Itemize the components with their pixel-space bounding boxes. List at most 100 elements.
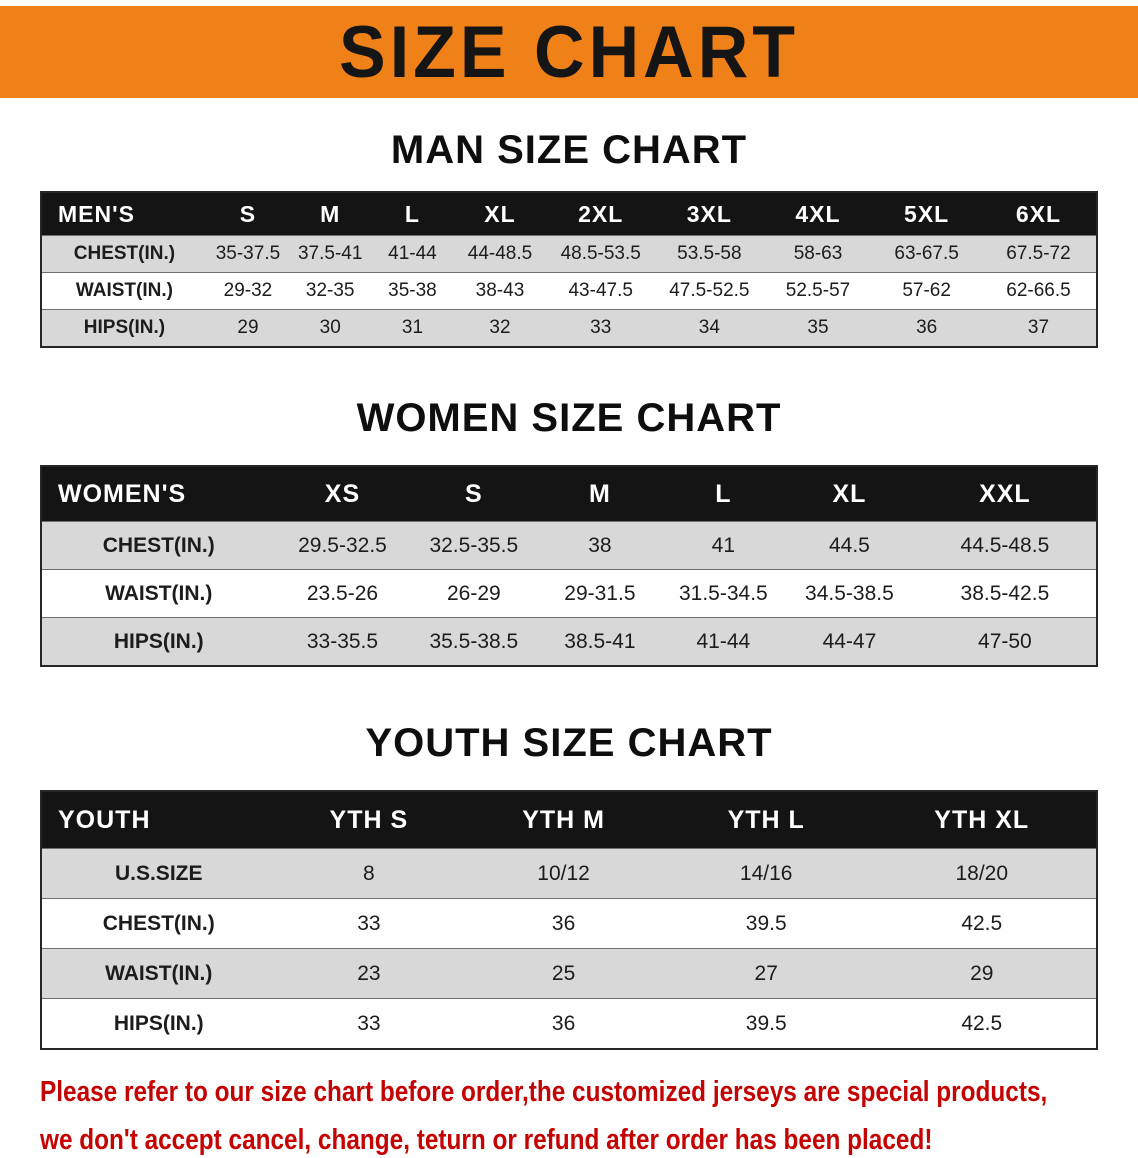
measurement-value: 33 <box>275 998 463 1049</box>
measurement-value: 38 <box>538 521 662 570</box>
measurement-value: 47.5-52.5 <box>655 272 764 310</box>
size-header-cell: M <box>538 466 662 522</box>
size-header-cell: 2XL <box>546 192 656 236</box>
measurement-value: 48.5-53.5 <box>546 235 656 273</box>
size-header-cell: S <box>206 192 290 236</box>
measurement-label: HIPS(IN.) <box>41 998 276 1049</box>
measurement-value: 67.5-72 <box>980 235 1097 273</box>
measurement-row: CHEST(IN.) 29.5-32.5 32.5-35.5 38 41 44.5 44.5… <box>41 521 1097 570</box>
measurement-value: 42.5 <box>867 898 1097 949</box>
women-size-heading: WOMEN SIZE CHART <box>356 396 782 440</box>
size-header-cell: 4XL <box>763 192 873 236</box>
measurement-value: 43-47.5 <box>546 272 656 310</box>
size-header-cell: 3XL <box>655 192 764 236</box>
measurement-value: 23.5-26 <box>275 569 410 618</box>
measurement-value: 18/20 <box>867 848 1097 899</box>
measurement-value: 35-38 <box>371 272 454 310</box>
measurement-value: 38.5-42.5 <box>913 569 1097 618</box>
youth-size-section: YOUTH SIZE CHART YOUTH YTH S YTH M YTH L YTH… <box>0 721 1138 1050</box>
measurement-value: 52.5-57 <box>763 272 873 310</box>
measurement-label: HIPS(IN.) <box>41 309 207 347</box>
measurement-value: 44-47 <box>785 617 914 666</box>
women-size-table: WOMEN'S XS S M L XL XXL CHEST(IN.) 29.5-32.5 32.5… <box>40 465 1098 667</box>
table-title-cell: WOMEN'S <box>41 466 276 522</box>
measurement-value: 35.5-38.5 <box>409 617 539 666</box>
notice-line-2: we don't accept cancel, change, teturn o… <box>40 1124 933 1157</box>
measurement-value: 53.5-58 <box>655 235 764 273</box>
banner: SIZE CHART <box>0 6 1138 98</box>
table-title-cell: MEN'S <box>41 192 207 236</box>
measurement-value: 41-44 <box>661 617 786 666</box>
measurement-value: 29-32 <box>206 272 290 310</box>
measurement-value: 41 <box>661 521 786 570</box>
measurement-row: CHEST(IN.) 33 36 39.5 42.5 <box>41 898 1097 949</box>
measurement-label: WAIST(IN.) <box>41 948 276 999</box>
measurement-value: 57-62 <box>872 272 981 310</box>
size-header-cell: YTH M <box>462 791 665 849</box>
measurement-row: HIPS(IN.) 33-35.5 35.5-38.5 38.5-41 41-44 44-… <box>41 617 1097 666</box>
size-header-cell: YTH S <box>275 791 463 849</box>
measurement-value: 36 <box>872 309 981 347</box>
man-size-heading: MAN SIZE CHART <box>390 128 748 172</box>
measurement-value: 29-31.5 <box>538 569 662 618</box>
measurement-value: 34.5-38.5 <box>785 569 914 618</box>
measurement-value: 38-43 <box>453 272 547 310</box>
size-header-cell: XL <box>453 192 547 236</box>
size-header-cell: L <box>371 192 454 236</box>
measurement-value: 33 <box>546 309 656 347</box>
measurement-value: 23 <box>275 948 463 999</box>
measurement-row: WAIST(IN.) 23.5-26 26-29 29-31.5 31.5-34.5 34… <box>41 569 1097 618</box>
measurement-value: 33-35.5 <box>275 617 410 666</box>
measurement-row: WAIST(IN.) 23 25 27 29 <box>41 948 1097 999</box>
measurement-value: 36 <box>462 898 665 949</box>
measurement-value: 35 <box>763 309 873 347</box>
table-title-cell: YOUTH <box>41 791 276 849</box>
measurement-row: HIPS(IN.) 33 36 39.5 42.5 <box>41 998 1097 1049</box>
measurement-value: 36 <box>462 998 665 1049</box>
size-header-cell: YTH L <box>664 791 868 849</box>
measurement-value: 39.5 <box>664 898 868 949</box>
size-table-header-row: YOUTH YTH S YTH M YTH L YTH XL <box>41 791 1097 849</box>
size-chart-page: SIZE CHART MAN SIZE CHART MEN'S S M L XL 2XL 3… <box>0 6 1138 1158</box>
youth-size-heading: YOUTH SIZE CHART <box>365 721 773 765</box>
measurement-value: 31.5-34.5 <box>661 569 786 618</box>
size-table-header-row: MEN'S S M L XL 2XL 3XL 4XL 5XL 6XL <box>41 192 1097 236</box>
measurement-value: 44-48.5 <box>453 235 547 273</box>
measurement-value: 33 <box>275 898 463 949</box>
measurement-value: 58-63 <box>763 235 873 273</box>
size-header-cell: 5XL <box>872 192 981 236</box>
measurement-value: 27 <box>664 948 868 999</box>
measurement-value: 32.5-35.5 <box>409 521 539 570</box>
measurement-label: CHEST(IN.) <box>41 235 207 273</box>
women-size-section: WOMEN SIZE CHART WOMEN'S XS S M L XL XXL CHEST(… <box>0 396 1138 667</box>
measurement-value: 10/12 <box>462 848 665 899</box>
size-header-cell: XXL <box>913 466 1097 522</box>
measurement-label: HIPS(IN.) <box>41 617 276 666</box>
size-header-cell: L <box>661 466 786 522</box>
measurement-value: 41-44 <box>371 235 454 273</box>
measurement-row: CHEST(IN.) 35-37.5 37.5-41 41-44 44-48.5 48.5… <box>41 235 1097 273</box>
measurement-label: CHEST(IN.) <box>41 898 276 949</box>
size-header-cell: XS <box>275 466 410 522</box>
measurement-value: 44.5 <box>785 521 914 570</box>
measurement-value: 32 <box>453 309 547 347</box>
youth-size-table: YOUTH YTH S YTH M YTH L YTH XL U.S.SIZE 8 10/12… <box>40 790 1098 1050</box>
measurement-value: 14/16 <box>664 848 868 899</box>
measurement-row: HIPS(IN.) 29 30 31 32 33 34 35 36 37 <box>41 309 1097 347</box>
measurement-label: WAIST(IN.) <box>41 272 207 310</box>
measurement-value: 8 <box>275 848 463 899</box>
measurement-value: 29.5-32.5 <box>275 521 410 570</box>
measurement-value: 25 <box>462 948 665 999</box>
measurement-value: 29 <box>206 309 290 347</box>
measurement-value: 63-67.5 <box>872 235 981 273</box>
measurement-value: 35-37.5 <box>206 235 290 273</box>
measurement-value: 62-66.5 <box>980 272 1097 310</box>
size-header-cell: S <box>409 466 539 522</box>
size-header-cell: M <box>289 192 372 236</box>
men-size-table: MEN'S S M L XL 2XL 3XL 4XL 5XL 6XL CHEST(IN.) 35-37… <box>40 191 1098 348</box>
measurement-value: 31 <box>371 309 454 347</box>
measurement-value: 34 <box>655 309 764 347</box>
size-header-cell: YTH XL <box>867 791 1097 849</box>
measurement-label: CHEST(IN.) <box>41 521 276 570</box>
measurement-row: U.S.SIZE 8 10/12 14/16 18/20 <box>41 848 1097 899</box>
